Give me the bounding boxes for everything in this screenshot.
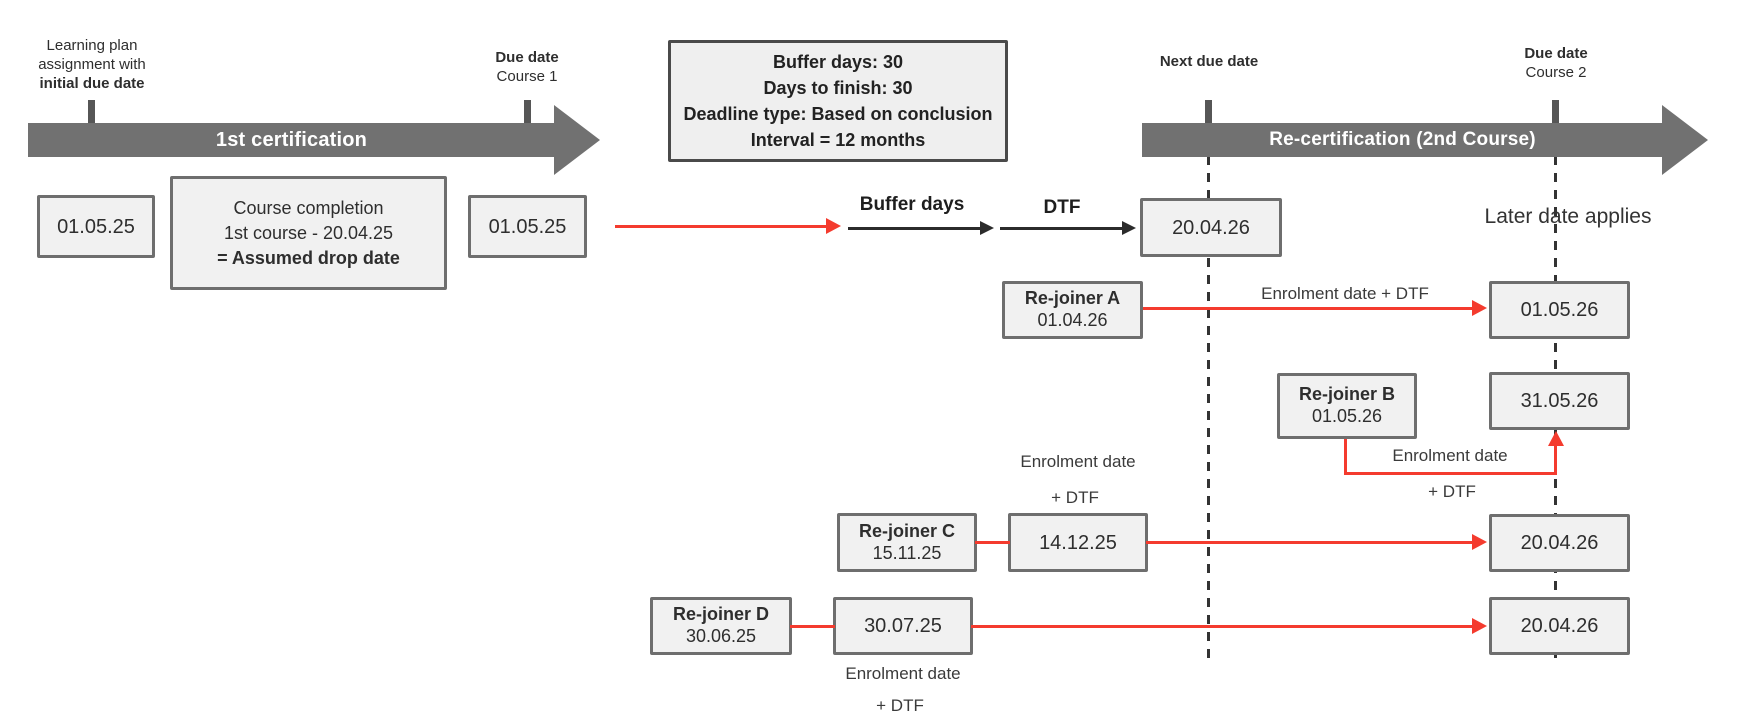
tick-due-course1 — [524, 100, 531, 123]
rejoiner-d-date: 30.06.25 — [685, 626, 757, 646]
rejoiner-c-mid-value: 14.12.25 — [1039, 531, 1117, 554]
rejoiner-c-connector — [975, 541, 1010, 544]
rejoiner-c-label-line1: Enrolment date — [1020, 452, 1136, 471]
rejoiner-b-name: Re-joiner B — [1298, 384, 1395, 405]
buffer-parameters-box: Buffer days: 30 Days to finish: 30 Deadl… — [668, 40, 1008, 162]
learning-plan-line1: Learning plan — [46, 37, 138, 54]
dtf-flow-label: DTF — [1043, 197, 1081, 218]
due-date-course1-label: Due date Course 1 — [495, 48, 558, 86]
rejoiner-c-label-line2: + DTF — [1051, 488, 1099, 507]
rejoiner-a-result-value: 01.05.26 — [1520, 299, 1599, 321]
rejoiner-a-box: Re-joiner A 01.04.26 — [1002, 281, 1143, 339]
rejoiner-d-arrow-line — [971, 625, 1473, 628]
flow-red-arrowhead — [826, 218, 841, 234]
rejoiner-b-arrowhead-up — [1548, 431, 1564, 446]
tick-next-due — [1205, 100, 1212, 123]
rejoiner-d-label-line2: + DTF — [876, 696, 924, 715]
learning-plan-label: Learning plan assignment with initial du… — [38, 36, 146, 93]
rejoiner-d-connector — [790, 625, 835, 628]
rejoiner-a-arrowhead — [1472, 300, 1487, 316]
initial-due-date-value: 01.05.25 — [57, 215, 135, 238]
rejoiner-c-arrowhead — [1472, 534, 1487, 550]
timeline-recertification-arrowhead — [1662, 105, 1708, 175]
due-date-course2-sub: Course 2 — [1525, 64, 1587, 81]
next-due-date-label: Next due date — [1159, 53, 1259, 70]
next-due-date-value: 20.04.26 — [1172, 216, 1250, 239]
rejoiner-a-arrow-line — [1143, 307, 1473, 310]
rejoiner-b-result-value: 31.05.26 — [1520, 390, 1599, 412]
next-due-date-box: 20.04.26 — [1140, 198, 1282, 257]
tick-due-course2 — [1552, 100, 1559, 123]
buffer-days-flow-label: Buffer days — [859, 194, 965, 215]
timeline-1st-certification-arrowhead — [554, 105, 600, 175]
rejoiner-d-label-line1: Enrolment date — [845, 664, 961, 683]
deadline-type-line: Deadline type: Based on conclusion — [683, 104, 993, 124]
rejoiner-c-arrow-line — [1146, 541, 1473, 544]
rejoiner-b-elbow-down — [1344, 439, 1347, 475]
initial-due-date-box: 01.05.25 — [37, 195, 155, 258]
later-date-applies-note: Later date applies — [1484, 205, 1652, 228]
next-due-date-dashed-line — [1207, 122, 1210, 662]
due-date-course1-sub: Course 1 — [496, 68, 558, 85]
rejoiner-d-arrowhead — [1472, 618, 1487, 634]
rejoiner-b-elbow-across — [1344, 472, 1557, 475]
rejoiner-a-result-box: 01.05.26 — [1489, 281, 1630, 339]
due-date-course1-title: Due date — [495, 49, 559, 66]
rejoiner-b-box: Re-joiner B 01.05.26 — [1277, 373, 1417, 439]
days-to-finish-line: Days to finish: 30 — [763, 78, 913, 98]
tick-initial-due — [88, 100, 95, 123]
rejoiner-b-result-box: 31.05.26 — [1489, 372, 1630, 430]
learning-plan-line3: initial due date — [39, 75, 145, 92]
rejoiner-a-name: Re-joiner A — [1024, 288, 1121, 309]
rejoiner-d-result-box: 20.04.26 — [1489, 597, 1630, 655]
flow-red-arrow-line — [615, 225, 827, 228]
due-course1-box: 01.05.25 — [468, 195, 587, 258]
rejoiner-d-mid-box: 30.07.25 — [833, 597, 973, 655]
rejoiner-a-date: 01.04.26 — [1037, 310, 1108, 330]
rejoiner-c-box: Re-joiner C 15.11.25 — [837, 513, 977, 572]
course-completion-line3: = Assumed drop date — [217, 247, 400, 268]
rejoiner-d-name: Re-joiner D — [672, 604, 769, 625]
rejoiner-d-result-value: 20.04.26 — [1520, 615, 1599, 637]
timeline-recertification: Re-certification (2nd Course) — [1142, 123, 1663, 157]
rejoiner-d-box: Re-joiner D 30.06.25 — [650, 597, 792, 655]
rejoiner-c-name: Re-joiner C — [858, 520, 955, 541]
rejoiner-a-arrow-label: Enrolment date + DTF — [1261, 284, 1429, 303]
rejoiner-b-label-line1: Enrolment date — [1392, 446, 1508, 465]
buffer-days-line: Buffer days: 30 — [772, 52, 904, 72]
rejoiner-b-date: 01.05.26 — [1311, 406, 1383, 426]
due-date-course2-label: Due date Course 2 — [1524, 44, 1587, 82]
rejoiner-c-result-box: 20.04.26 — [1489, 514, 1630, 572]
buffer-days-arrowhead — [980, 221, 994, 235]
due-course1-value: 01.05.25 — [488, 215, 567, 238]
course-completion-box: Course completion 1st course - 20.04.25 … — [170, 176, 447, 290]
timeline-recertification-label: Re-certification (2nd Course) — [1269, 129, 1536, 150]
dtf-arrow-line — [1000, 227, 1122, 230]
dtf-arrowhead — [1122, 221, 1136, 235]
rejoiner-d-mid-value: 30.07.25 — [864, 615, 942, 637]
rejoiner-c-date: 15.11.25 — [872, 542, 942, 563]
course-completion-line2: 1st course - 20.04.25 — [223, 222, 394, 243]
buffer-days-arrow-line — [848, 227, 980, 230]
course-completion-line1: Course completion — [233, 197, 384, 218]
learning-plan-line2: assignment with — [38, 56, 146, 73]
due-date-course2-title: Due date — [1524, 45, 1588, 62]
rejoiner-c-result-value: 20.04.26 — [1520, 532, 1599, 554]
rejoiner-b-label-line2: + DTF — [1428, 482, 1476, 501]
interval-line: Interval = 12 months — [750, 130, 926, 150]
rejoiner-c-mid-box: 14.12.25 — [1008, 513, 1148, 572]
rejoiner-b-elbow-up — [1554, 444, 1557, 475]
timeline-1st-certification-label: 1st certification — [215, 128, 368, 151]
timeline-1st-certification: 1st certification — [28, 123, 555, 157]
